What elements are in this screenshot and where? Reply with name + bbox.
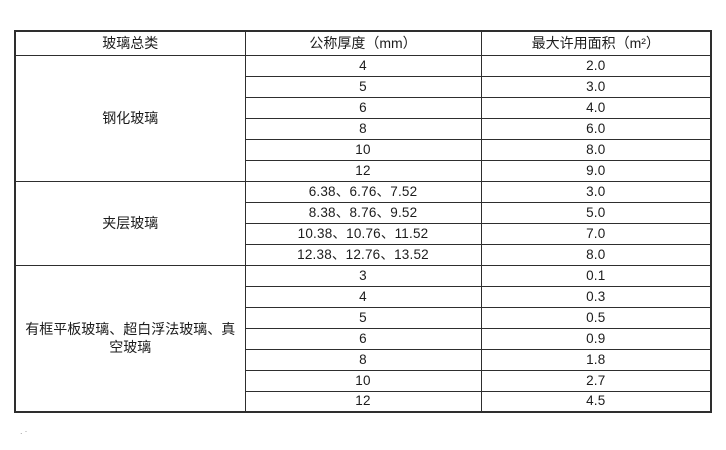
thickness-cell: 8.38、8.76、9.52	[244, 201, 482, 224]
table-row: 5 0.5	[15, 306, 712, 329]
thickness-cell: 12	[244, 159, 482, 182]
thickness-cell: 10.38、10.76、11.52	[244, 222, 482, 245]
area-cell: 0.3	[480, 285, 712, 308]
table-row: 12.38、12.76、13.52 8.0	[15, 243, 712, 266]
area-cell: 7.0	[480, 222, 712, 245]
area-cell: 5.0	[480, 201, 712, 224]
area-cell: 2.0	[480, 54, 712, 77]
table-row: 12 4.5	[15, 390, 712, 413]
area-cell: 8.0	[480, 138, 712, 161]
area-cell: 0.9	[480, 327, 712, 350]
table-row: 夹层玻璃 6.38、6.76、7.52 3.0	[14, 180, 712, 266]
table-header: 玻璃总类 公称厚度（mm） 最大许用面积（m²）	[14, 30, 712, 56]
thickness-cell: 6.38、6.76、7.52	[244, 180, 482, 203]
table-row: 10 8.0	[15, 138, 712, 161]
thickness-cell: 10	[244, 369, 482, 392]
area-cell: 9.0	[480, 159, 712, 182]
thickness-cell: 6	[244, 327, 482, 350]
column-header: 玻璃总类	[14, 30, 246, 56]
header-row: 玻璃总类 公称厚度（mm） 最大许用面积（m²）	[14, 30, 712, 56]
thickness-cell: 12.38、12.76、13.52	[244, 243, 482, 266]
area-cell: 3.0	[480, 180, 712, 203]
table-body: 钢化玻璃 4 2.0 5 3.0 6 4.0 8 6.0 10 8.0 12 9.0 夹层玻璃 6.38、6…	[14, 54, 712, 413]
thickness-cell: 10	[244, 138, 482, 161]
table-row: 10.38、10.76、11.52 7.0	[15, 222, 712, 245]
area-cell: 3.0	[480, 75, 712, 98]
category-cell: 钢化玻璃	[14, 54, 246, 182]
category-cell: 夹层玻璃	[14, 180, 246, 266]
area-cell: 8.0	[480, 243, 712, 266]
thickness-cell: 12	[244, 390, 482, 413]
area-cell: 0.5	[480, 306, 712, 329]
thickness-cell: 6	[244, 96, 482, 119]
table-row: 钢化玻璃 4 2.0	[14, 54, 712, 182]
area-cell: 4.5	[480, 390, 712, 413]
area-cell: 4.0	[480, 96, 712, 119]
table-row: 6 4.0	[15, 96, 712, 119]
thickness-cell: 4	[244, 285, 482, 308]
thickness-cell: 8	[244, 117, 482, 140]
area-cell: 0.1	[480, 264, 712, 287]
area-cell: 6.0	[480, 117, 712, 140]
category-cell: 有框平板玻璃、超白浮法玻璃、真空玻璃	[14, 264, 246, 413]
area-cell: 2.7	[480, 369, 712, 392]
stray-mark: .·	[20, 426, 30, 436]
area-cell: 1.8	[480, 348, 712, 371]
table-row: 4 0.3	[15, 285, 712, 308]
thickness-cell: 5	[244, 75, 482, 98]
table-row: 有框平板玻璃、超白浮法玻璃、真空玻璃 3 0.1	[14, 264, 712, 413]
column-header: 公称厚度（mm）	[244, 30, 482, 56]
table-row: 8.38、8.76、9.52 5.0	[15, 201, 712, 224]
thickness-cell: 5	[244, 306, 482, 329]
thickness-cell: 8	[244, 348, 482, 371]
glass-spec-table: 玻璃总类 公称厚度（mm） 最大许用面积（m²） 钢化玻璃 4 2.0 5 3.0 6 4.0 8…	[14, 30, 712, 413]
thickness-cell: 3	[244, 264, 482, 287]
column-header: 最大许用面积（m²）	[480, 30, 712, 56]
thickness-cell: 4	[244, 54, 482, 77]
